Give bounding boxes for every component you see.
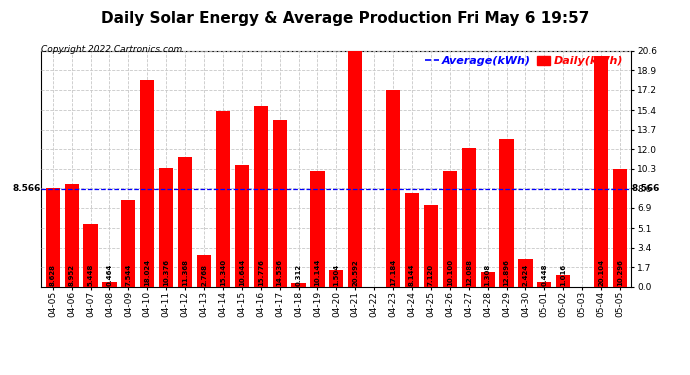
Text: 7.544: 7.544 bbox=[126, 264, 131, 286]
Bar bbox=[178, 156, 193, 287]
Bar bbox=[613, 169, 627, 287]
Bar bbox=[462, 148, 476, 287]
Text: 20.592: 20.592 bbox=[353, 260, 358, 286]
Text: 1.308: 1.308 bbox=[484, 264, 491, 286]
Text: 10.296: 10.296 bbox=[617, 260, 623, 286]
Text: 7.120: 7.120 bbox=[428, 264, 434, 286]
Bar bbox=[500, 139, 513, 287]
Text: 1.504: 1.504 bbox=[333, 264, 339, 286]
Bar bbox=[348, 51, 362, 287]
Bar bbox=[480, 272, 495, 287]
Bar bbox=[310, 171, 324, 287]
Bar bbox=[556, 275, 571, 287]
Bar bbox=[65, 184, 79, 287]
Bar bbox=[140, 80, 155, 287]
Bar bbox=[329, 270, 344, 287]
Text: 15.776: 15.776 bbox=[258, 260, 264, 286]
Bar bbox=[443, 171, 457, 287]
Bar bbox=[291, 283, 306, 287]
Bar bbox=[405, 194, 419, 287]
Text: 20.104: 20.104 bbox=[598, 259, 604, 286]
Text: 17.184: 17.184 bbox=[390, 259, 396, 286]
Text: 0.448: 0.448 bbox=[542, 264, 547, 286]
Bar bbox=[254, 106, 268, 287]
Bar bbox=[273, 120, 287, 287]
Text: 12.896: 12.896 bbox=[504, 260, 509, 286]
Bar bbox=[83, 224, 98, 287]
Legend: Average(kWh), Daily(kWh): Average(kWh), Daily(kWh) bbox=[426, 56, 623, 66]
Bar bbox=[197, 255, 211, 287]
Text: 8.144: 8.144 bbox=[409, 264, 415, 286]
Text: 2.424: 2.424 bbox=[522, 264, 529, 286]
Bar bbox=[235, 165, 249, 287]
Text: 12.088: 12.088 bbox=[466, 259, 472, 286]
Bar bbox=[46, 188, 60, 287]
Text: 8.952: 8.952 bbox=[68, 264, 75, 286]
Bar bbox=[386, 90, 400, 287]
Text: 5.448: 5.448 bbox=[88, 264, 94, 286]
Text: 18.024: 18.024 bbox=[144, 259, 150, 286]
Text: 8.628: 8.628 bbox=[50, 264, 56, 286]
Text: 2.768: 2.768 bbox=[201, 264, 207, 286]
Bar bbox=[594, 56, 608, 287]
Bar bbox=[159, 168, 173, 287]
Text: 15.340: 15.340 bbox=[220, 259, 226, 286]
Text: 8.566: 8.566 bbox=[12, 184, 41, 193]
Text: 10.376: 10.376 bbox=[164, 259, 169, 286]
Text: 0.464: 0.464 bbox=[106, 264, 112, 286]
Text: 11.368: 11.368 bbox=[182, 259, 188, 286]
Text: 10.144: 10.144 bbox=[315, 259, 320, 286]
Text: 8.566: 8.566 bbox=[632, 184, 660, 193]
Text: 14.536: 14.536 bbox=[277, 259, 283, 286]
Text: 10.100: 10.100 bbox=[447, 259, 453, 286]
Text: Daily Solar Energy & Average Production Fri May 6 19:57: Daily Solar Energy & Average Production … bbox=[101, 11, 589, 26]
Bar bbox=[102, 282, 117, 287]
Bar bbox=[121, 200, 135, 287]
Text: 1.016: 1.016 bbox=[560, 264, 566, 286]
Text: 10.644: 10.644 bbox=[239, 259, 245, 286]
Bar bbox=[216, 111, 230, 287]
Bar bbox=[518, 259, 533, 287]
Text: 0.312: 0.312 bbox=[295, 264, 302, 286]
Text: Copyright 2022 Cartronics.com: Copyright 2022 Cartronics.com bbox=[41, 45, 183, 54]
Bar bbox=[424, 205, 438, 287]
Bar bbox=[538, 282, 551, 287]
